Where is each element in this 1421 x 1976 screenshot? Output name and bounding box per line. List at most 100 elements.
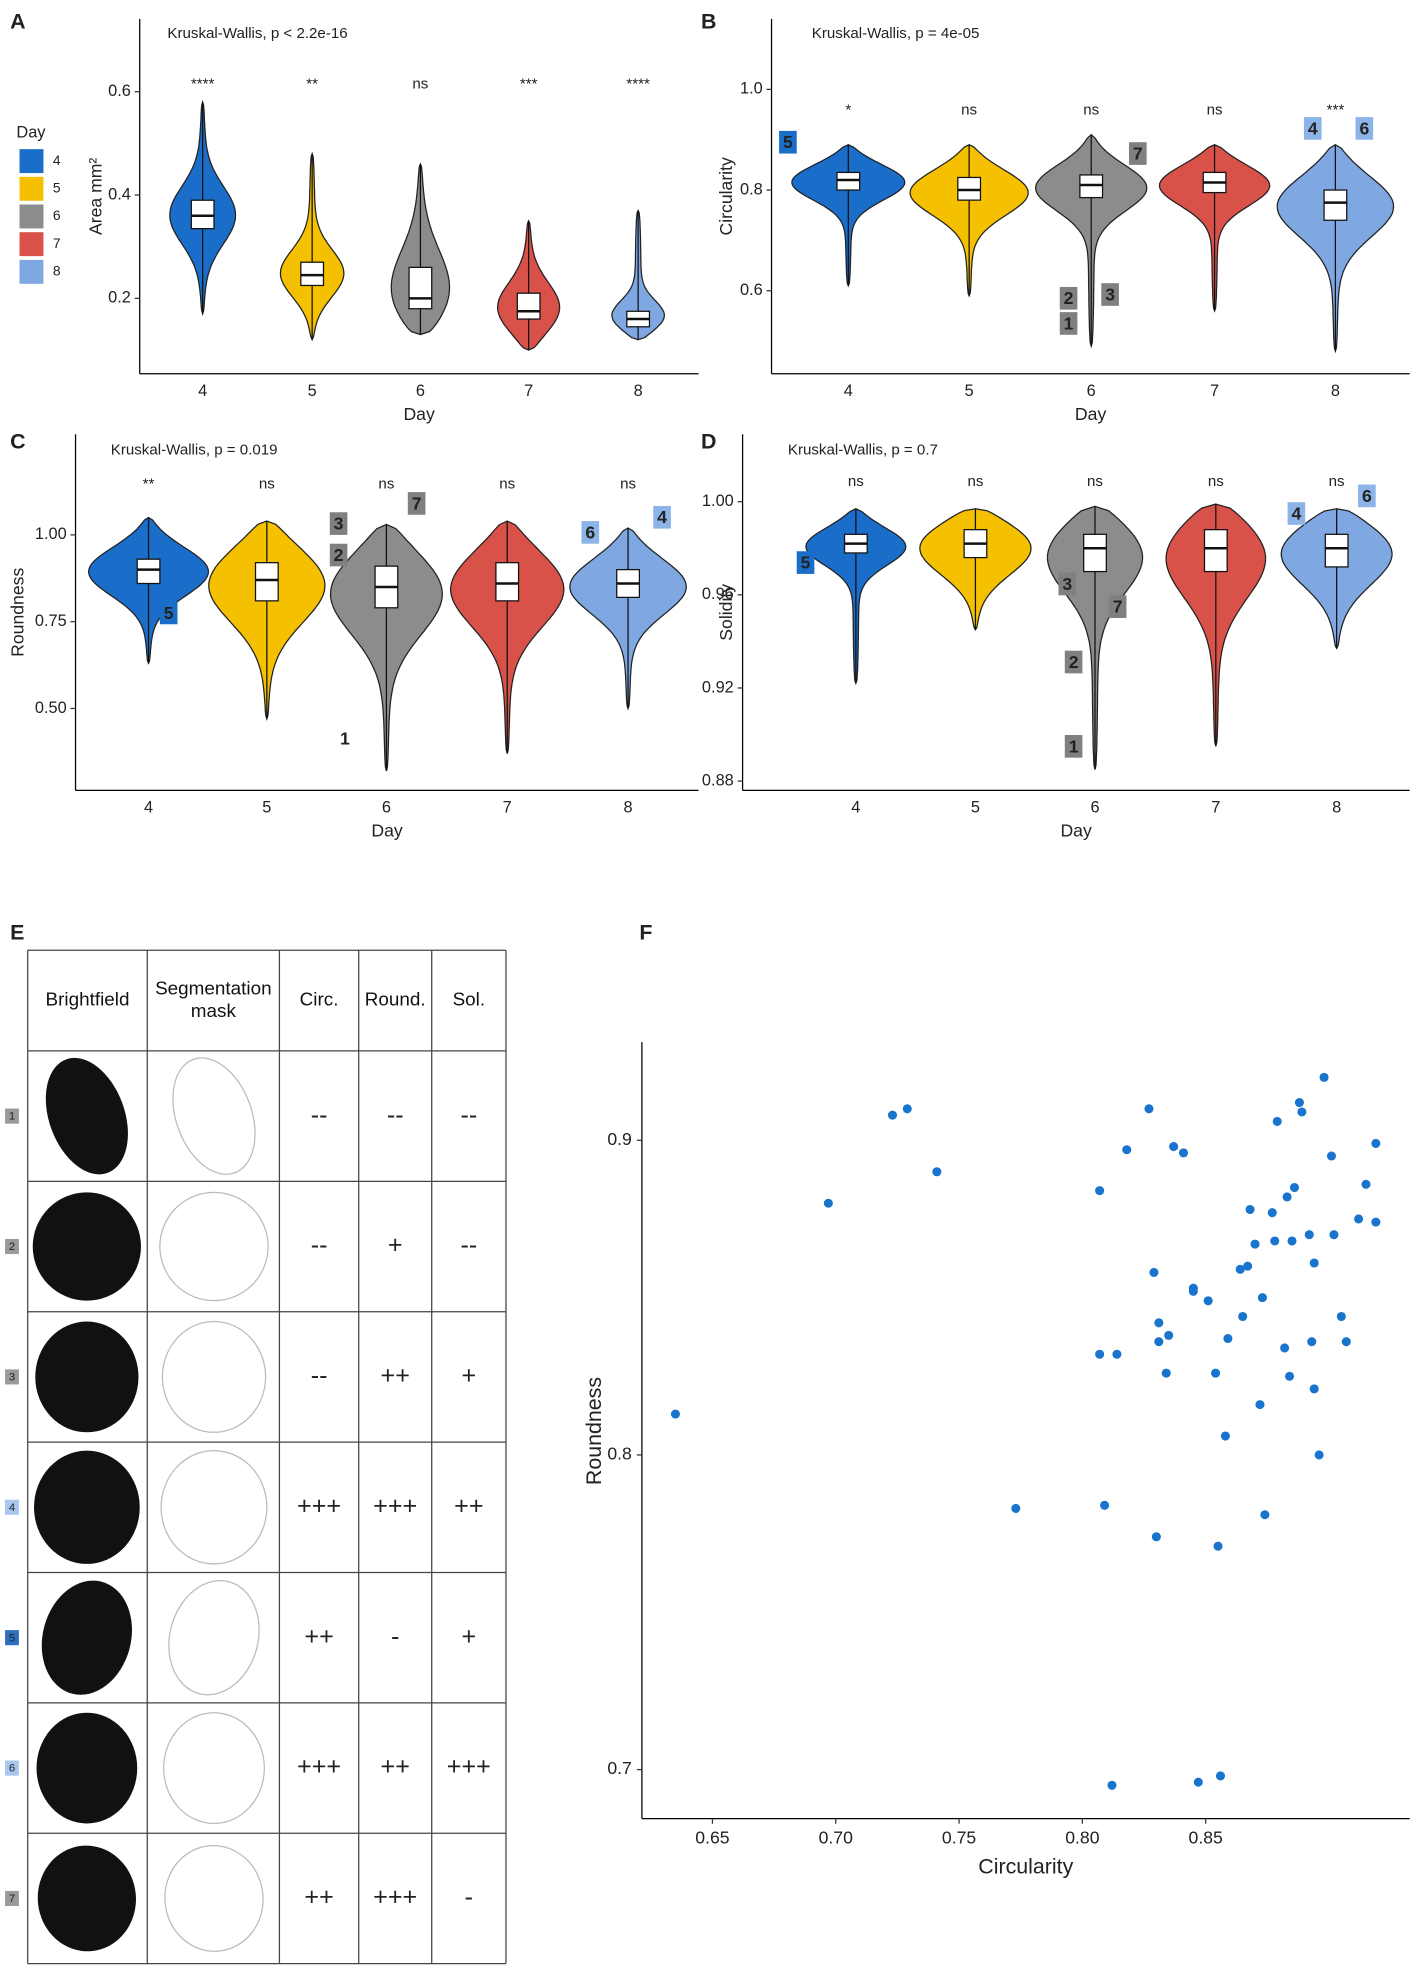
point	[1223, 1333, 1233, 1344]
point	[1307, 1337, 1317, 1347]
y-axis-label: Roundness	[582, 1377, 606, 1485]
point-label: 4	[1291, 503, 1301, 523]
significance: ns	[961, 102, 977, 119]
point	[1211, 1368, 1221, 1378]
point	[1095, 1349, 1105, 1359]
header-cell: Round.	[365, 989, 426, 1010]
point	[1151, 1532, 1161, 1542]
x-axis-label: Day	[1060, 821, 1092, 841]
x-tick-label: 8	[624, 798, 633, 816]
point-label: 5	[783, 132, 793, 152]
point	[1371, 1217, 1381, 1227]
point	[1272, 1116, 1282, 1126]
header-cell: Segmentation mask	[155, 977, 272, 1022]
label-badge	[1101, 283, 1119, 306]
point	[1255, 1400, 1265, 1410]
box	[495, 562, 520, 602]
y-tick-label: 1.00	[35, 525, 67, 543]
label-badge	[1058, 572, 1077, 596]
point	[1314, 1450, 1324, 1460]
x-tick-label: 4	[198, 382, 207, 400]
score: ++	[454, 1492, 483, 1520]
score: --	[311, 1231, 328, 1259]
point	[1285, 1371, 1295, 1381]
x-tick-label: 6	[416, 382, 425, 400]
point-label: 2	[1064, 288, 1074, 308]
y-tick-label: 0.2	[108, 289, 131, 307]
x-tick-label: 4	[844, 382, 853, 400]
score: --	[311, 1101, 328, 1129]
segmentation-mask	[164, 1845, 264, 1952]
label-badge	[653, 505, 671, 529]
x-tick-label: 7	[1210, 382, 1219, 400]
x-axis-label: Day	[1075, 404, 1107, 424]
y-tick-label: 0.4	[108, 185, 131, 203]
point-label: 3	[334, 513, 344, 533]
legend-swatch	[18, 147, 45, 175]
point-label: 2	[334, 545, 344, 565]
significance: ***	[1327, 102, 1345, 119]
x-tick-label: 0.75	[942, 1827, 976, 1847]
point	[1203, 1296, 1213, 1306]
legend-label: 4	[53, 152, 61, 168]
point	[1178, 1148, 1189, 1158]
point	[1100, 1500, 1110, 1510]
x-tick-label: 8	[1331, 382, 1340, 400]
segmentation-mask	[161, 1320, 267, 1433]
significance: ns	[1329, 473, 1345, 490]
label-badge	[1303, 117, 1322, 140]
y-tick-label: 0.7	[607, 1758, 631, 1778]
point	[1238, 1311, 1248, 1322]
label-badge	[407, 492, 426, 515]
legend-label: 5	[53, 179, 61, 195]
significance: ns	[1207, 102, 1223, 119]
y-axis-label: Roundness	[8, 568, 28, 657]
y-axis-label: Area mm²	[86, 158, 106, 235]
header-text: Circ.	[299, 989, 339, 1011]
point-label: 1	[340, 729, 350, 749]
header-text: Sol.	[452, 989, 486, 1011]
legend-swatch	[18, 258, 45, 286]
point-label: 7	[412, 493, 422, 513]
y-tick-label: 0.8	[740, 180, 763, 198]
x-tick-label: 0.80	[1065, 1827, 1099, 1847]
score: +	[388, 1231, 403, 1259]
significance: ***	[520, 75, 538, 92]
point	[1215, 1771, 1226, 1781]
brightfield-image	[41, 1580, 132, 1695]
significance: ns	[1083, 102, 1099, 119]
label-badge	[1059, 286, 1078, 310]
row-id: 7	[9, 1893, 15, 1905]
score: --	[311, 1362, 328, 1390]
point	[1309, 1384, 1319, 1394]
point	[670, 1409, 680, 1419]
score: ++	[381, 1362, 410, 1390]
x-tick-label: 0.65	[695, 1827, 729, 1847]
legend-label: 7	[53, 235, 61, 251]
point	[1122, 1145, 1132, 1155]
row-badge	[5, 1108, 19, 1124]
score: +++	[447, 1753, 491, 1781]
y-tick-label: 0.9	[607, 1129, 631, 1149]
x-tick-label: 5	[965, 382, 974, 400]
header-text: Segmentation mask	[155, 977, 272, 1022]
panel-letter: B	[701, 9, 716, 33]
score: +++	[373, 1492, 417, 1520]
point-label: 7	[1133, 143, 1143, 163]
annotation: Kruskal-Wallis, p = 4e-05	[812, 25, 980, 42]
box	[300, 261, 325, 287]
point	[932, 1167, 942, 1177]
x-tick-label: 7	[503, 798, 512, 816]
score: +++	[297, 1753, 341, 1781]
label-badge	[1287, 502, 1306, 525]
x-tick-label: 8	[1332, 798, 1341, 816]
box	[516, 292, 541, 320]
y-tick-label: 0.92	[702, 678, 734, 696]
point	[1213, 1541, 1223, 1551]
significance: **	[143, 476, 155, 493]
significance: ns	[967, 473, 983, 490]
point-label: 5	[801, 553, 811, 573]
label-badge	[1059, 312, 1078, 335]
point	[1371, 1138, 1381, 1148]
